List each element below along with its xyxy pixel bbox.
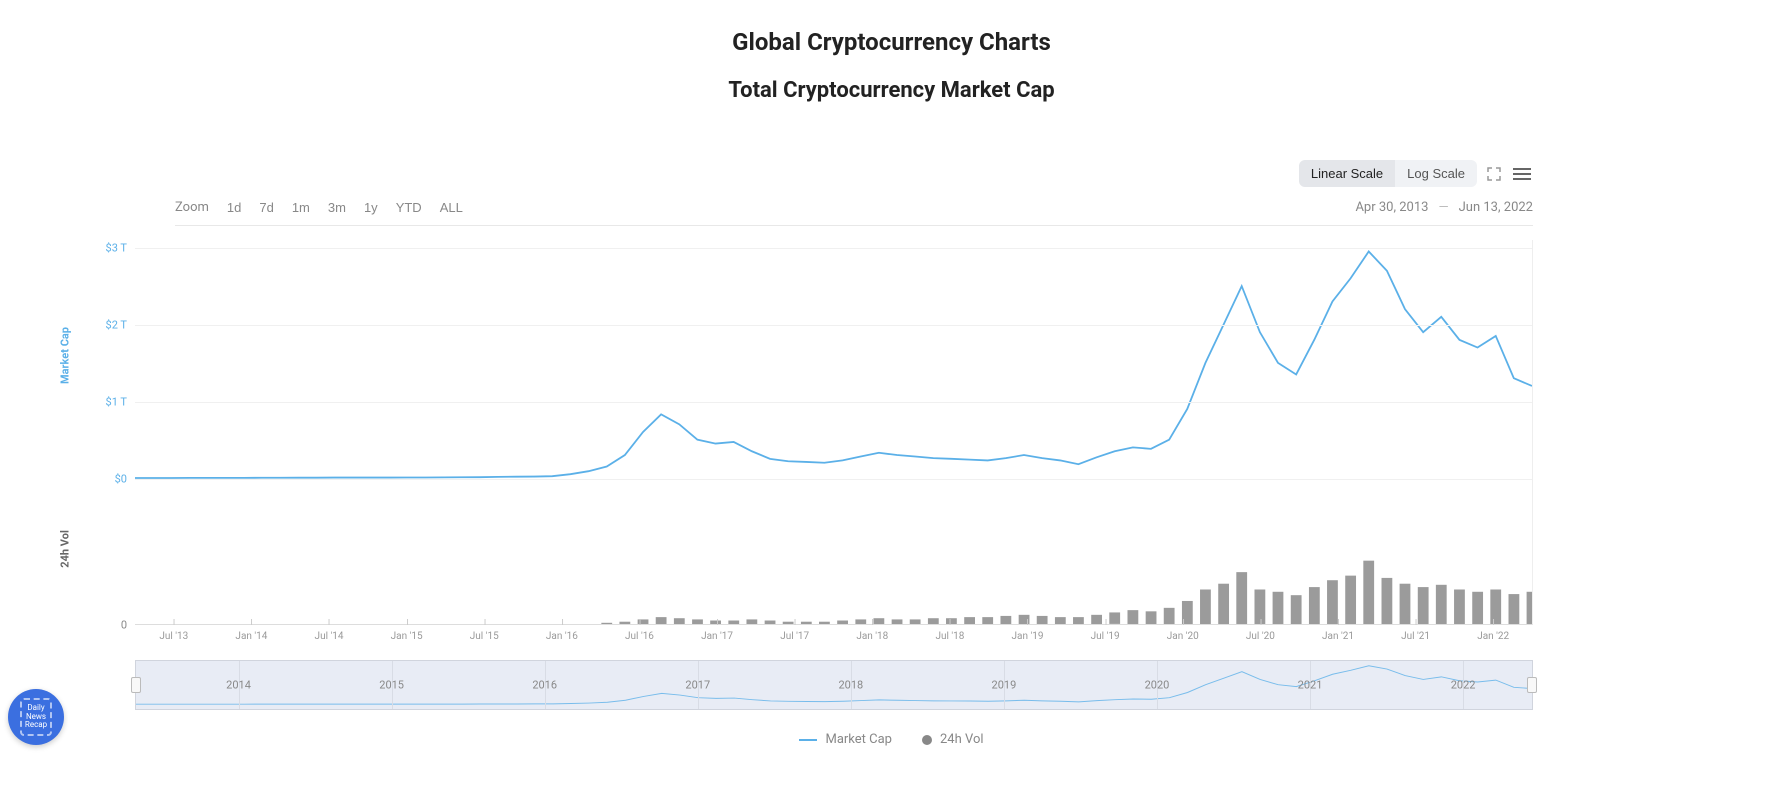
menu-icon[interactable] [1511, 163, 1533, 185]
zoom-group: Zoom 1d 7d 1m 3m 1y YTD ALL [175, 200, 463, 215]
x-tick: Jul '20 [1246, 631, 1275, 642]
y1-tick: $0 [87, 472, 127, 485]
legend-market-cap[interactable]: Market Cap [799, 732, 892, 747]
navigator-year: 2016 [532, 679, 557, 692]
navigator-year: 2015 [379, 679, 404, 692]
x-tick: Jan '19 [1012, 631, 1044, 642]
fullscreen-icon[interactable] [1483, 163, 1505, 185]
page-title: Global Cryptocurrency Charts [0, 28, 1783, 56]
y1-tick: $1 T [87, 395, 127, 408]
zoom-label: Zoom [175, 200, 209, 215]
x-tick: Jan '17 [701, 631, 733, 642]
zoom-ytd[interactable]: YTD [396, 200, 422, 215]
zoom-1m[interactable]: 1m [292, 200, 310, 215]
zoom-7d[interactable]: 7d [259, 200, 273, 215]
watermark-badge: Daily News Recap [8, 689, 64, 745]
log-scale-button[interactable]: Log Scale [1395, 160, 1477, 187]
date-to[interactable]: Jun 13, 2022 [1459, 200, 1533, 215]
y2-tick: 0 [87, 619, 127, 632]
navigator-year: 2019 [992, 679, 1017, 692]
x-tick: Jan '20 [1167, 631, 1199, 642]
y1-tick: $2 T [87, 318, 127, 331]
navigator-year: 2021 [1298, 679, 1323, 692]
zoom-1d[interactable]: 1d [227, 200, 241, 215]
linear-scale-button[interactable]: Linear Scale [1299, 160, 1395, 187]
legend-line-icon [799, 739, 817, 741]
x-tick: Jul '14 [315, 631, 344, 642]
y2-axis-label: 24h Vol [59, 530, 72, 568]
navigator-year: 2020 [1145, 679, 1170, 692]
navigator-handle-right[interactable] [1527, 677, 1537, 693]
zoom-all[interactable]: ALL [440, 200, 463, 215]
date-from[interactable]: Apr 30, 2013 [1355, 200, 1428, 215]
chart-title: Total Cryptocurrency Market Cap [0, 78, 1783, 103]
chart-navigator[interactable]: 2014 2015 2016 2017 2018 2019 2020 2021 2022 [135, 660, 1533, 710]
legend-s1-label: Market Cap [825, 732, 892, 747]
x-tick: Jul '15 [470, 631, 499, 642]
y1-axis-label: Market Cap [59, 327, 72, 384]
x-tick: Jul '17 [780, 631, 809, 642]
zoom-3m[interactable]: 3m [328, 200, 346, 215]
chart-toolbar: Linear Scale Log Scale [1299, 160, 1533, 187]
date-range: Apr 30, 2013 — Jun 13, 2022 [1355, 200, 1533, 215]
legend-24h-vol[interactable]: 24h Vol [922, 732, 984, 747]
x-tick: Jan '15 [391, 631, 423, 642]
chart-plot[interactable]: Jul '13Jan '14Jul '14Jan '15Jul '15Jan '… [135, 240, 1533, 625]
navigator-handle-left[interactable] [131, 677, 141, 693]
scale-toggle: Linear Scale Log Scale [1299, 160, 1477, 187]
x-tick: Jan '14 [235, 631, 267, 642]
x-tick: Jul '16 [625, 631, 654, 642]
y1-tick: $3 T [87, 241, 127, 254]
zoom-1y[interactable]: 1y [364, 200, 378, 215]
x-tick: Jul '21 [1401, 631, 1430, 642]
navigator-year: 2022 [1451, 679, 1476, 692]
x-tick: Jul '13 [159, 631, 188, 642]
navigator-year: 2018 [838, 679, 863, 692]
x-tick: Jul '18 [935, 631, 964, 642]
legend-dot-icon [922, 735, 932, 745]
badge-line3: Recap [25, 721, 47, 730]
x-tick: Jan '16 [546, 631, 578, 642]
chart-area: Market Cap 24h Vol $0$1 T$2 T$3 T0 Jul '… [75, 240, 1533, 655]
date-separator: — [1438, 200, 1448, 215]
navigator-year: 2014 [226, 679, 251, 692]
x-tick: Jul '19 [1091, 631, 1120, 642]
chart-legend: Market Cap 24h Vol [0, 732, 1783, 747]
x-tick: Jan '22 [1477, 631, 1509, 642]
controls-row: Zoom 1d 7d 1m 3m 1y YTD ALL Apr 30, 2013… [175, 200, 1533, 226]
x-tick: Jan '21 [1322, 631, 1354, 642]
legend-s2-label: 24h Vol [940, 732, 984, 747]
x-tick: Jan '18 [856, 631, 888, 642]
navigator-year: 2017 [685, 679, 710, 692]
